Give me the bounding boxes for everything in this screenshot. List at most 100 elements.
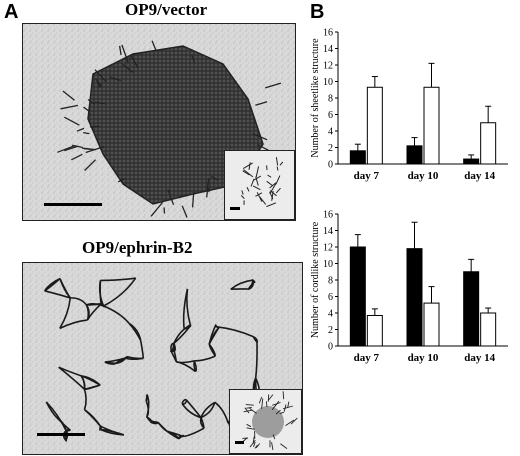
- network-segment: [279, 161, 284, 166]
- cord: [200, 402, 216, 419]
- cord: [149, 421, 159, 425]
- network-segment: [285, 419, 295, 426]
- sprout: [57, 145, 75, 153]
- cord: [252, 336, 258, 343]
- y-tick-label: 16: [323, 210, 333, 221]
- network-segment: [268, 394, 274, 401]
- network-segment: [271, 400, 280, 411]
- cord: [104, 361, 117, 365]
- network-segment: [252, 436, 255, 444]
- cord: [100, 428, 125, 436]
- network-segment: [241, 190, 244, 195]
- network-segment: [254, 444, 258, 449]
- y-tick-label: 4: [328, 127, 333, 138]
- y-tick-label: 2: [328, 325, 333, 336]
- network-segment: [259, 196, 267, 205]
- network-segment: [248, 162, 251, 170]
- panel-a-letter: A: [4, 1, 19, 23]
- cord: [208, 343, 216, 357]
- y-tick-label: 12: [323, 243, 333, 254]
- network-segment: [258, 396, 263, 404]
- x-tick-label: day 14: [464, 352, 495, 364]
- sprout: [122, 64, 134, 74]
- network-segment: [266, 180, 273, 186]
- cord: [81, 375, 101, 386]
- y-axis-label: Number of sheetlike structure: [310, 38, 321, 158]
- cord: [248, 279, 254, 290]
- y-tick-label: 10: [323, 77, 333, 88]
- sprout: [252, 133, 268, 141]
- sprout: [62, 90, 75, 101]
- sprout: [60, 104, 79, 110]
- y-tick-label: 6: [328, 110, 333, 121]
- network-segment: [243, 169, 254, 178]
- y-tick-label: 8: [328, 94, 333, 105]
- sprout: [117, 178, 125, 183]
- x-tick-label: day 14: [464, 170, 495, 182]
- network-segment: [271, 190, 274, 201]
- network-segment: [276, 166, 279, 171]
- cord: [115, 357, 126, 364]
- cord: [83, 389, 87, 410]
- network-segment: [240, 195, 245, 199]
- sprout: [211, 176, 219, 181]
- bar: [406, 145, 423, 165]
- cord: [84, 384, 101, 391]
- scale-bar: [44, 203, 102, 206]
- network-segment: [275, 175, 281, 185]
- y-tick-label: 14: [323, 226, 333, 237]
- cord: [254, 342, 258, 379]
- network-segment: [269, 182, 277, 189]
- y-tick-label: 8: [328, 276, 333, 287]
- x-tick-label: day 10: [408, 170, 439, 182]
- y-tick-label: 4: [328, 309, 333, 320]
- sprout: [63, 116, 80, 126]
- network-segment: [261, 398, 264, 409]
- y-tick-label: 12: [323, 61, 333, 72]
- network-segment: [246, 186, 250, 192]
- network-segment: [282, 405, 293, 410]
- sprout: [181, 205, 188, 218]
- cord: [100, 303, 105, 307]
- bar: [349, 150, 366, 165]
- bar: [366, 86, 383, 165]
- cord: [70, 297, 88, 306]
- network-segment: [279, 411, 285, 415]
- cord: [157, 422, 168, 432]
- sprout: [191, 191, 195, 208]
- cord: [103, 277, 137, 307]
- x-tick-label: day 7: [354, 170, 380, 182]
- network-segment: [252, 175, 262, 181]
- cord: [44, 290, 71, 299]
- cord: [99, 426, 102, 431]
- network-segment: [246, 407, 252, 409]
- y-axis-label: Number of cordlike structure: [310, 221, 321, 338]
- network-segment: [246, 423, 252, 428]
- cord: [214, 401, 229, 423]
- cord: [183, 324, 192, 330]
- sprout: [255, 101, 268, 106]
- sprout: [94, 69, 107, 83]
- cord: [185, 399, 202, 419]
- cord: [58, 366, 86, 390]
- bar: [423, 302, 440, 347]
- network-segment: [255, 166, 260, 178]
- sprout: [191, 54, 196, 64]
- x-tick-label: day 10: [408, 352, 439, 364]
- network-segment: [250, 178, 255, 187]
- cord: [193, 360, 197, 372]
- cord: [199, 417, 205, 429]
- sprout: [64, 145, 79, 152]
- bar: [480, 312, 497, 347]
- network-segment: [290, 417, 298, 425]
- cord: [183, 427, 205, 438]
- network-segment: [252, 185, 261, 191]
- cord: [194, 355, 216, 362]
- network-segment: [245, 404, 254, 406]
- y-tick-label: 16: [323, 28, 333, 39]
- inset-scale-bar: [230, 207, 240, 210]
- sprout: [109, 76, 121, 82]
- cord: [200, 401, 216, 418]
